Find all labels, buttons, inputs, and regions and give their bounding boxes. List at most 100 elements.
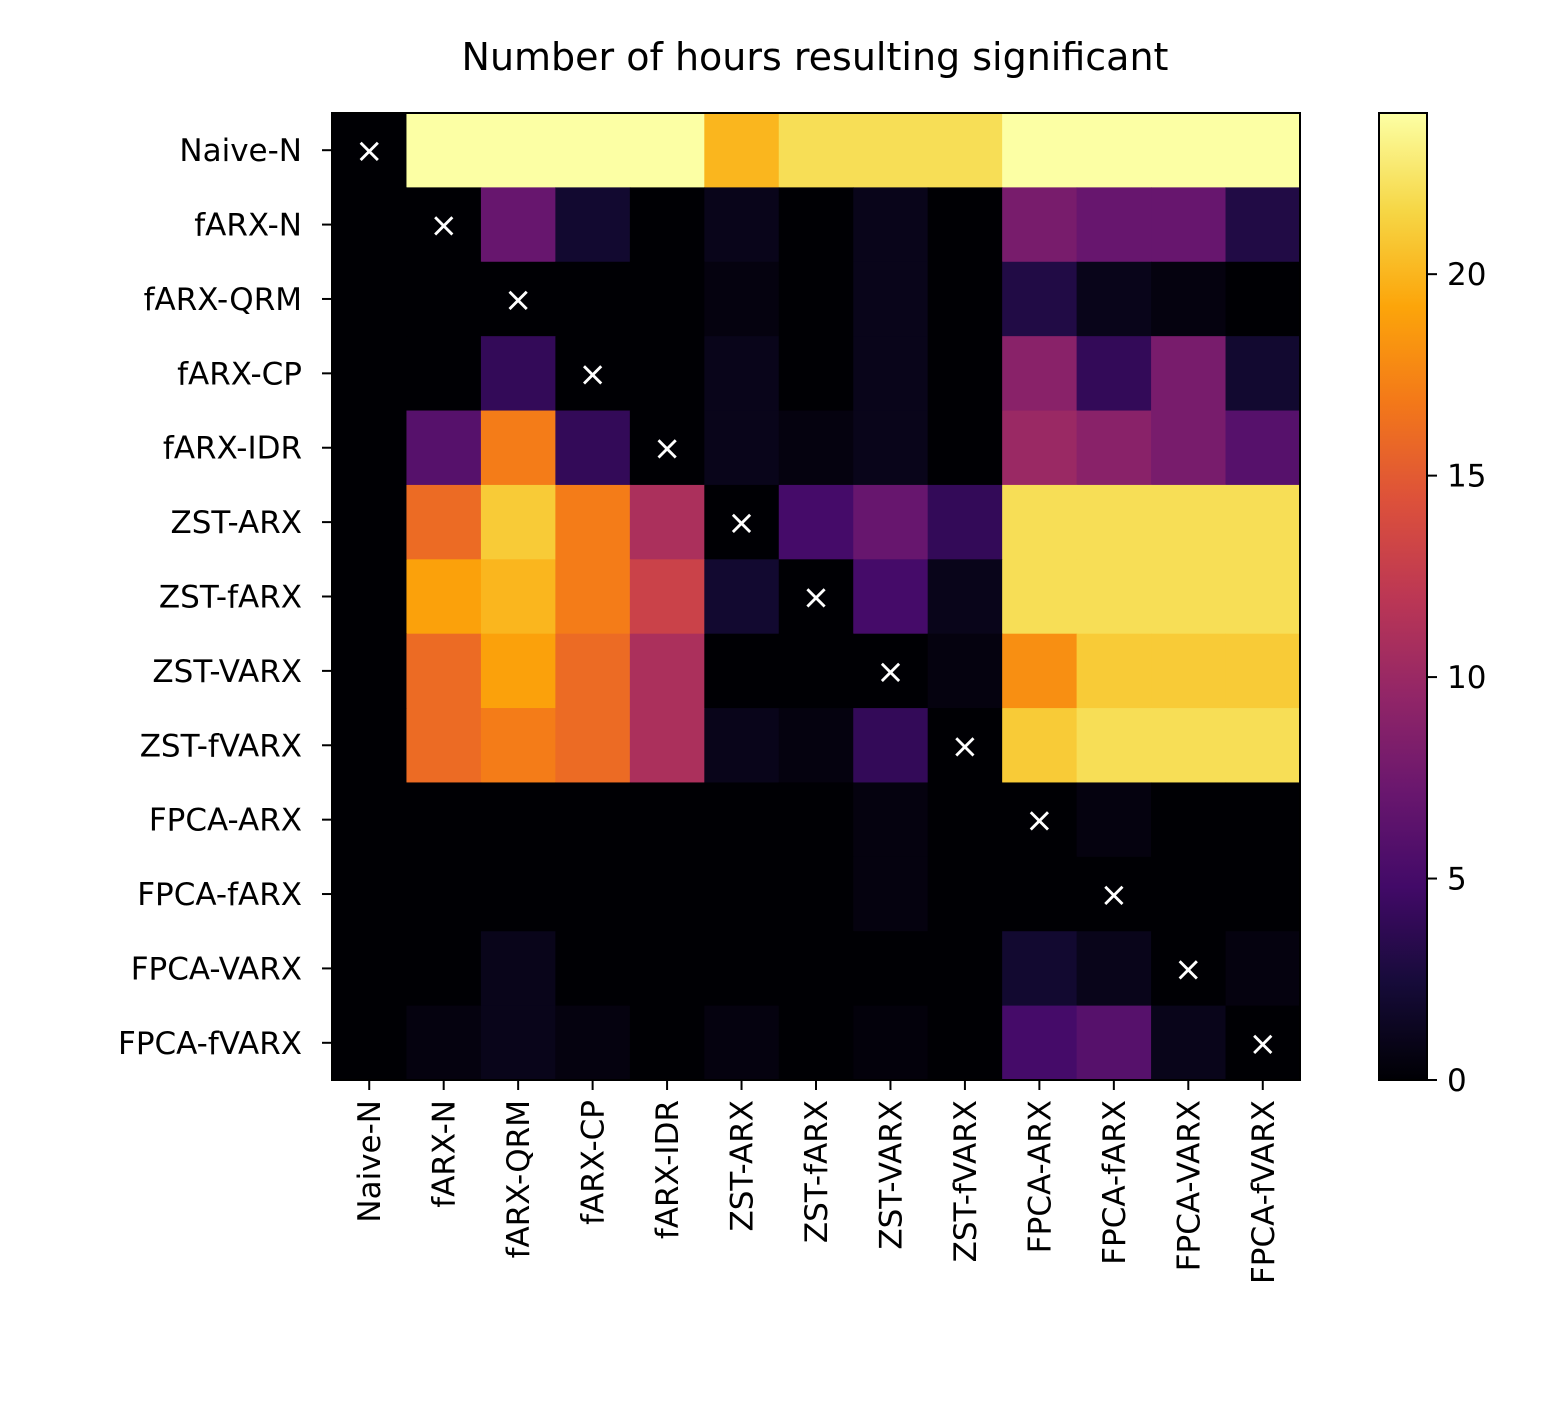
heatmap-cell (1002, 1005, 1078, 1081)
heatmap-cell (1076, 261, 1152, 337)
colorbar-tick-label: 15 (1447, 459, 1486, 495)
heatmap-cell (927, 856, 1003, 932)
heatmap-cell (704, 782, 780, 858)
heatmap-cell (1151, 633, 1227, 709)
heatmap-cell (853, 113, 929, 188)
colorbar: 0 5 10 15 20 (1378, 112, 1486, 1099)
heatmap-cell (1225, 484, 1301, 560)
heatmap-cell (927, 1005, 1003, 1081)
heatmap-cell (555, 113, 631, 188)
colorbar-tick-label: 20 (1447, 257, 1486, 293)
diagonal-marker: × (1100, 875, 1129, 915)
colorbar-tick-label: 0 (1447, 1063, 1467, 1099)
heatmap-cell (927, 931, 1003, 1007)
y-axis: Naive-N fARX-N fARX-QRM fARX-CP fARX-IDR ZST-… (118, 133, 332, 1062)
heatmap-cell (704, 708, 780, 784)
heatmap-cell (1076, 1005, 1152, 1081)
heatmap-cell (1002, 113, 1078, 188)
y-tick-label: fARX-N (194, 208, 302, 244)
x-tick-label: ZST-VARX (873, 1100, 909, 1250)
y-tick-label: Naive-N (179, 133, 302, 169)
heatmap-cell (778, 187, 854, 263)
heatmap-cell (1002, 782, 1078, 858)
heatmap-cell (406, 484, 482, 560)
y-tick-label: FPCA-ARX (149, 803, 302, 839)
heatmap-cell (1225, 708, 1301, 784)
heatmap-cell (332, 782, 408, 858)
heatmap-cell (480, 633, 556, 709)
heatmap-cell (927, 633, 1003, 709)
heatmap-cell (629, 484, 705, 560)
colorbar-tick-label: 5 (1447, 862, 1467, 898)
diagonal-marker: × (429, 206, 458, 246)
heatmap-cell (332, 484, 408, 560)
heatmap-cell (480, 261, 556, 337)
heatmap-cell (853, 708, 929, 784)
heatmap-cell (778, 261, 854, 337)
heatmap-cell (555, 410, 631, 486)
heatmap-cell (1225, 1005, 1301, 1081)
heatmap-cell (555, 782, 631, 858)
heatmap-cell (629, 708, 705, 784)
heatmap-cell (704, 856, 780, 932)
heatmap-cell (406, 708, 482, 784)
y-tick-label: ZST-fARX (159, 580, 302, 616)
heatmap-cell (853, 336, 929, 412)
heatmap-cell (1151, 1005, 1227, 1081)
heatmap-cell (1076, 856, 1152, 932)
heatmap-cell (480, 113, 556, 188)
heatmap-cell (1225, 336, 1301, 412)
heatmap-cell (1225, 410, 1301, 486)
heatmap-cell (555, 336, 631, 412)
diagonal-marker: × (355, 131, 384, 171)
heatmap-cell (927, 410, 1003, 486)
heatmap-cell (704, 484, 780, 560)
heatmap-cell (629, 261, 705, 337)
heatmap-cell (853, 856, 929, 932)
chart-title: Number of hours resulting significant (462, 35, 1169, 79)
x-tick-label: FPCA-fARX (1097, 1100, 1133, 1265)
heatmap-cell (704, 410, 780, 486)
heatmap-cell (1225, 931, 1301, 1007)
heatmap-cell (704, 633, 780, 709)
heatmap-cell (1151, 410, 1227, 486)
diagonal-marker: × (727, 503, 756, 543)
heatmap-cell (1076, 410, 1152, 486)
heatmap-cell (1002, 559, 1078, 635)
y-tick-label: ZST-ARX (171, 505, 303, 541)
heatmap-cell (927, 708, 1003, 784)
y-tick-label: FPCA-fARX (137, 877, 302, 913)
heatmap-cell (555, 708, 631, 784)
heatmap-cell (1151, 336, 1227, 412)
heatmap-cell (1002, 633, 1078, 709)
x-axis: Naive-N fARX-N fARX-QRM fARX-CP fARX-IDR ZST-… (352, 1080, 1282, 1284)
heatmap-cell (555, 856, 631, 932)
heatmap-cell (555, 559, 631, 635)
heatmap-cell (332, 931, 408, 1007)
heatmap-cell (629, 113, 705, 188)
y-tick-label: FPCA-VARX (131, 951, 302, 987)
heatmap-cell (555, 931, 631, 1007)
x-tick-label: Naive-N (352, 1100, 388, 1223)
diagonal-marker: × (876, 652, 905, 692)
diagonal-marker: × (802, 578, 831, 618)
heatmap-cell (927, 187, 1003, 263)
heatmap-cell (1002, 410, 1078, 486)
heatmap-cell (480, 856, 556, 932)
heatmap-cell (332, 559, 408, 635)
heatmap-cell (406, 410, 482, 486)
heatmap-cell (1076, 484, 1152, 560)
heatmap-cell (332, 261, 408, 337)
y-tick-label: fARX-QRM (144, 282, 302, 318)
x-tick-label: FPCA-ARX (1022, 1100, 1058, 1253)
heatmap-cell (927, 782, 1003, 858)
heatmap-cell (406, 113, 482, 188)
heatmap-cell (704, 261, 780, 337)
heatmap-cell (778, 484, 854, 560)
x-tick-label: fARX-CP (576, 1100, 612, 1225)
heatmap-cell (927, 113, 1003, 188)
diagonal-markers: × × × × × × × × × × × × × (355, 131, 1277, 1064)
heatmap-cell (704, 559, 780, 635)
heatmap-cell (332, 708, 408, 784)
